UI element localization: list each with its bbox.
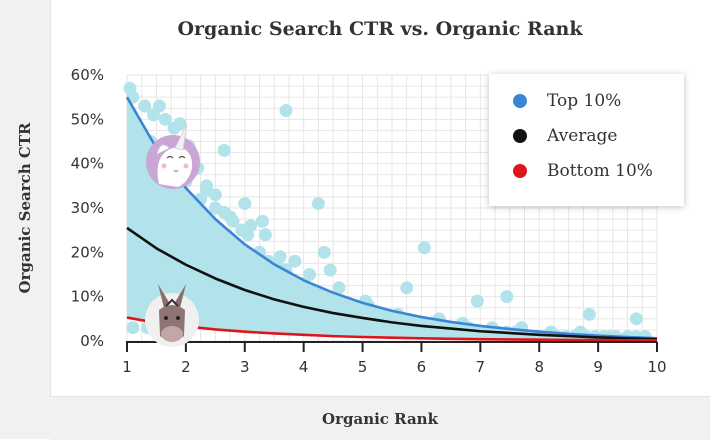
series-line-top-10- [125, 96, 658, 340]
y-tick-label: 30% [71, 199, 104, 217]
unicorn-mascot [146, 123, 200, 189]
scatter-point [138, 99, 152, 113]
legend-swatch-top-10 [513, 94, 527, 108]
series-line-bottom-10- [126, 316, 658, 342]
chart-title: Organic Search CTR vs. Organic Rank [177, 18, 583, 40]
y-tick-label: 20% [71, 243, 104, 261]
scatter-point [208, 201, 222, 215]
scatter-point [255, 214, 269, 228]
series-line-average [126, 226, 658, 341]
scatter-point [303, 268, 317, 281]
y-tick-label: 0% [80, 332, 104, 350]
scatter-point [317, 245, 331, 259]
scatter-point [223, 210, 237, 224]
y-axis-label-panel [0, 0, 51, 439]
series-lines [125, 96, 658, 342]
legend-label-bottom-10: Bottom 10% [547, 161, 653, 181]
legend-label-top-10: Top 10% [547, 91, 622, 111]
x-tick-label: 6 [417, 358, 427, 376]
legend-item-bottom-10: Bottom 10% [513, 161, 653, 181]
scatter-point [244, 219, 258, 233]
scatter-point [629, 312, 643, 326]
scatter-point [273, 250, 287, 264]
legend-item-average: Average [513, 126, 617, 146]
y-tick-label: 40% [71, 155, 104, 173]
x-axis-label-panel [50, 396, 710, 440]
scatter-point [126, 321, 140, 335]
x-tick-label: 8 [534, 358, 544, 376]
scatter-point [158, 112, 172, 126]
mascots [145, 123, 200, 347]
x-tick-label: 5 [358, 358, 368, 376]
y-tick-label: 50% [71, 110, 104, 128]
x-tick-label: 7 [476, 358, 486, 376]
legend-swatch-average [513, 129, 527, 143]
scatter-point [332, 281, 346, 295]
legend-swatch-bottom-10 [513, 164, 527, 178]
x-axis-label: Organic Rank [322, 410, 438, 428]
scatter-point [132, 157, 146, 171]
scatter-point [582, 307, 596, 321]
x-tick-label: 3 [240, 358, 250, 376]
scatter-point [417, 241, 431, 255]
scatter-point [311, 197, 325, 211]
x-tick-label: 10 [647, 358, 666, 376]
scatter-point [238, 197, 252, 211]
scatter-point [288, 254, 302, 268]
scatter-point [173, 117, 187, 131]
legend: Top 10% Average Bottom 10% [489, 74, 684, 206]
x-tick-label: 4 [299, 358, 309, 376]
scatter-point [323, 263, 337, 277]
scatter-point [152, 99, 166, 113]
legend-item-top-10: Top 10% [513, 91, 621, 111]
scatter-point [470, 294, 484, 308]
y-tick-label: 10% [71, 288, 104, 306]
x-tick-label: 9 [593, 358, 603, 376]
axes [126, 341, 658, 352]
tick-labels: 1 2 3 4 5 6 7 8 9 10 0% 10% 20% 30% 40% 50% 60% [71, 66, 667, 376]
x-tick-label: 1 [122, 358, 132, 376]
donkey-mascot [145, 284, 199, 347]
scatter-point [258, 228, 272, 242]
scatter-point [400, 281, 414, 295]
y-tick-label: 60% [71, 66, 104, 84]
x-tick-label: 2 [181, 358, 191, 376]
scatter-point [217, 143, 231, 157]
scatter-point [500, 290, 514, 304]
scatter-point [194, 192, 208, 206]
legend-label-average: Average [547, 126, 618, 146]
scatter-point [279, 103, 293, 117]
shaded-range-area [127, 97, 657, 341]
